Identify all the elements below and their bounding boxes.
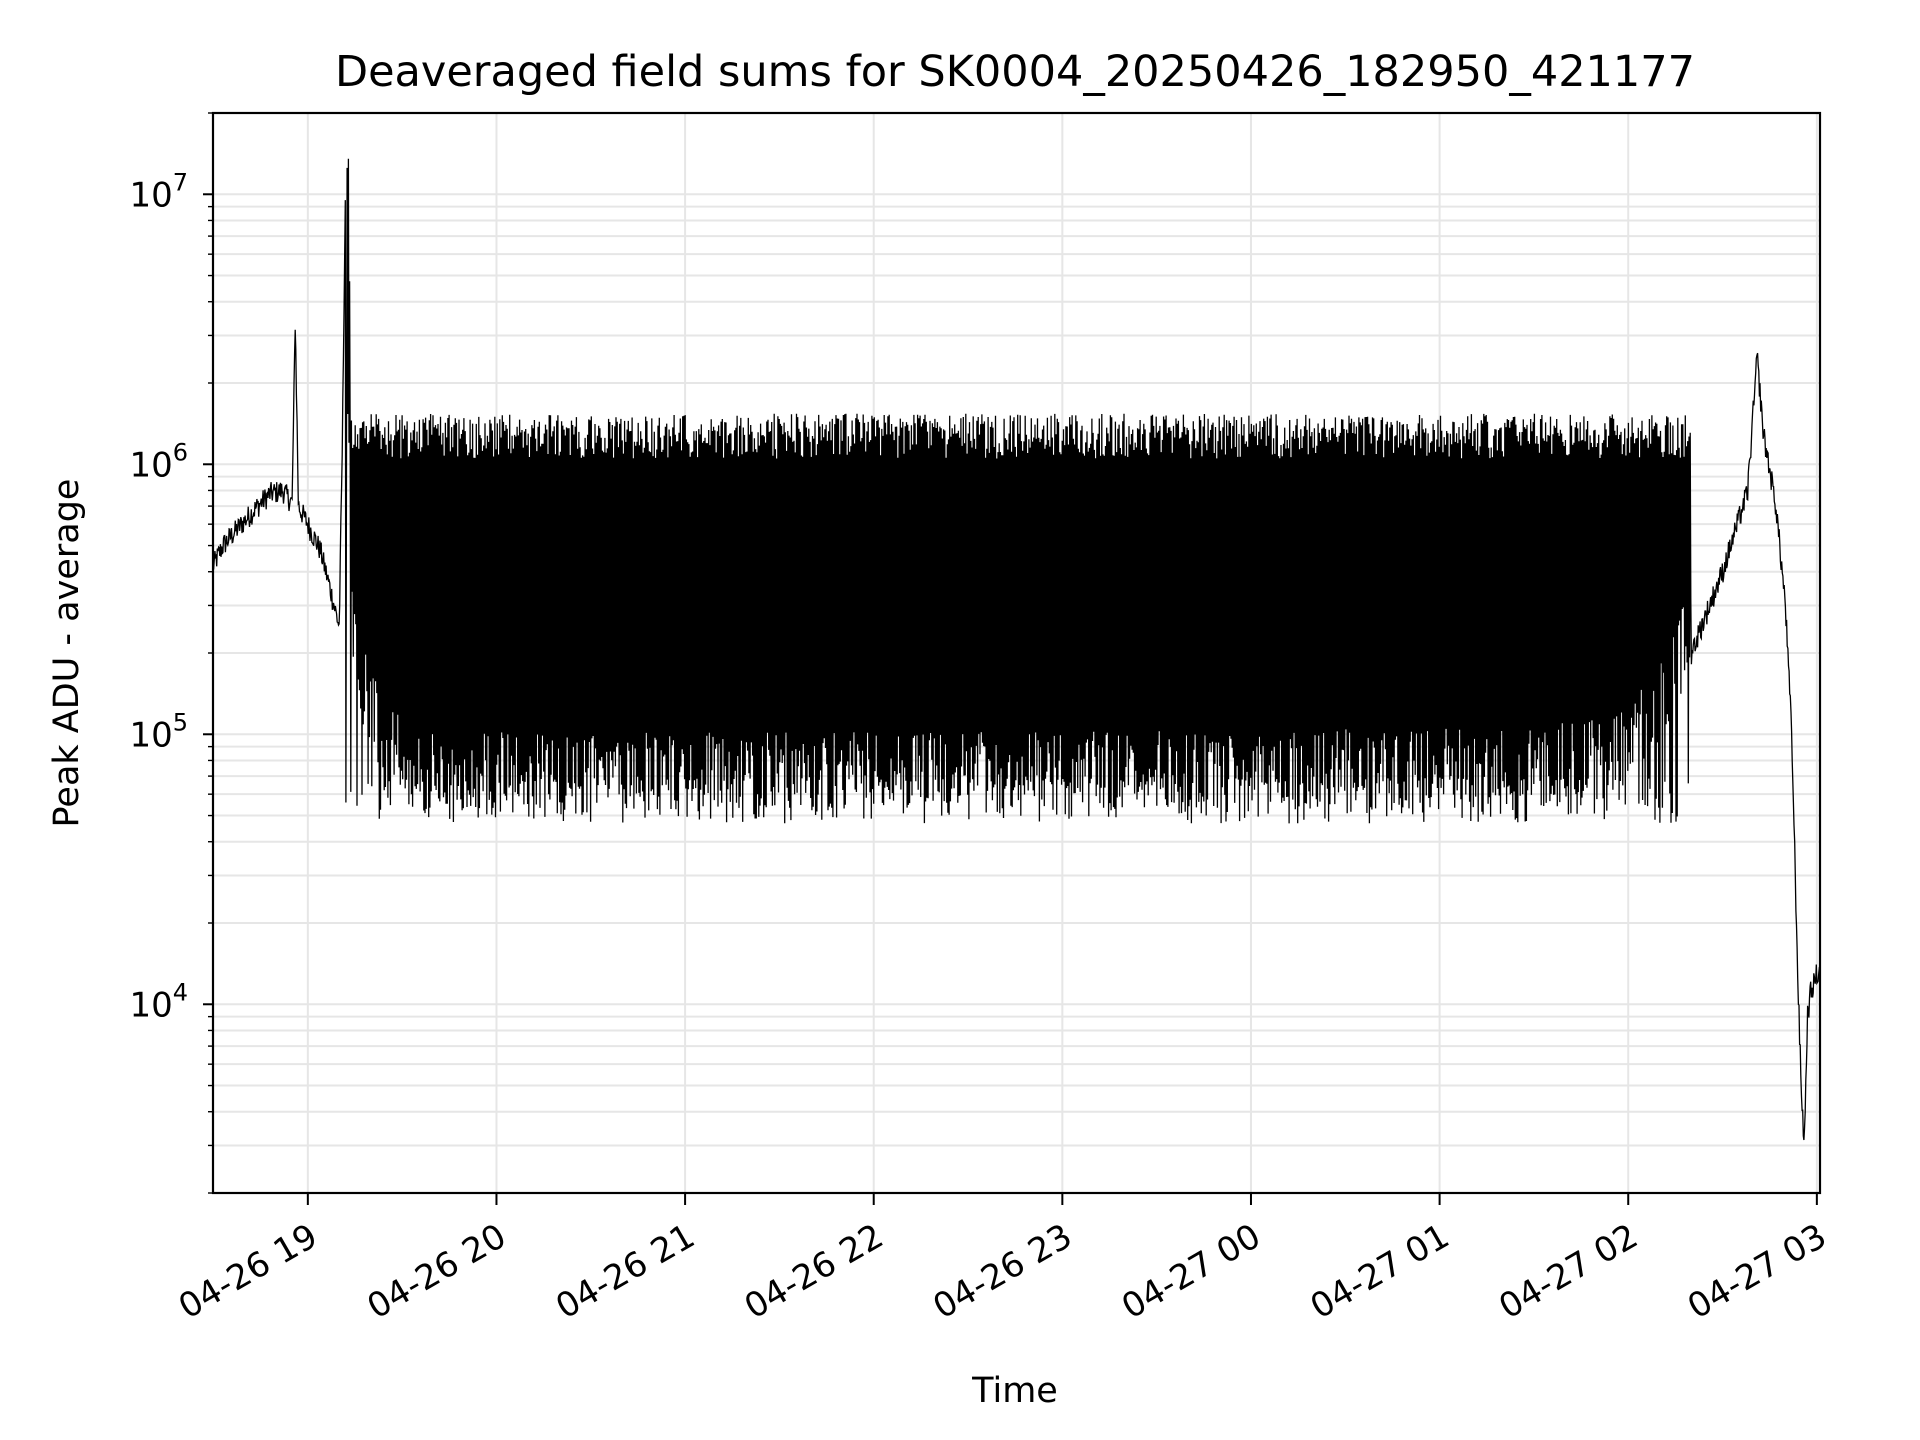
x-tick-label: 04-27 01 (1304, 1216, 1456, 1327)
x-tick-label: 04-27 02 (1492, 1216, 1644, 1327)
y-tick-label: 107 (129, 168, 188, 215)
chart-title: Deaveraged field sums for SK0004_2025042… (335, 47, 1695, 97)
x-tick-label: 04-26 20 (361, 1216, 513, 1327)
y-tick-label: 106 (129, 438, 188, 485)
x-tick-label: 04-26 19 (172, 1216, 324, 1327)
x-axis-label: Time (971, 1371, 1058, 1411)
y-axis-label: Peak ADU - average (47, 479, 87, 828)
y-tick-label: 105 (129, 708, 188, 755)
x-axis: 04-26 19 04-26 20 04-26 21 04-26 22 04-26 23… (172, 1193, 1833, 1327)
x-tick-label: 04-26 22 (738, 1216, 890, 1327)
y-tick-label: 104 (129, 978, 188, 1025)
x-tick-label: 04-26 23 (926, 1216, 1078, 1327)
series-line (212, 158, 1821, 1141)
series (212, 158, 1821, 1141)
x-tick-label: 04-27 03 (1681, 1216, 1833, 1327)
x-tick-label: 04-27 00 (1115, 1216, 1267, 1327)
y-axis: 104 105 106 107 (129, 112, 213, 1194)
x-tick-label: 04-26 21 (549, 1216, 701, 1327)
